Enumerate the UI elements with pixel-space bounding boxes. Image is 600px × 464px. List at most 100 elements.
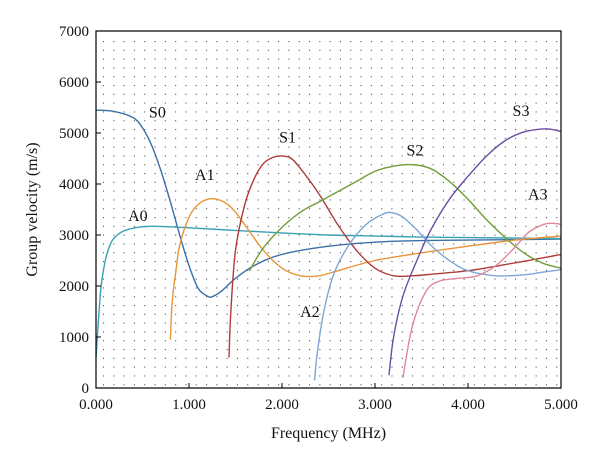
grid-dot	[206, 164, 208, 166]
grid-dot	[484, 305, 486, 307]
grid-dot	[206, 181, 208, 183]
grid-dot	[504, 146, 506, 148]
grid-dot	[144, 296, 146, 298]
grid-dot	[216, 331, 218, 333]
grid-dot	[545, 49, 547, 51]
grid-dot	[175, 49, 177, 51]
grid-dot	[226, 85, 228, 87]
grid-dot	[412, 129, 414, 131]
grid-dot	[422, 85, 424, 87]
grid-dot	[329, 366, 331, 368]
grid-dot	[422, 217, 424, 219]
grid-dot	[133, 93, 135, 95]
grid-dot	[401, 357, 403, 359]
grid-dot	[123, 384, 125, 386]
grid-dot	[412, 331, 414, 333]
grid-dot	[339, 111, 341, 113]
grid-dot	[494, 208, 496, 210]
grid-dot	[226, 58, 228, 60]
grid-dot	[123, 243, 125, 245]
grid-dot	[319, 349, 321, 351]
grid-dot	[370, 217, 372, 219]
grid-dot	[216, 129, 218, 131]
grid-dot	[432, 190, 434, 192]
grid-dot	[453, 67, 455, 69]
grid-dot	[432, 173, 434, 175]
grid-dot	[545, 67, 547, 69]
grid-dot	[463, 41, 465, 43]
grid-dot	[504, 208, 506, 210]
grid-dot	[144, 155, 146, 157]
grid-dot	[370, 111, 372, 113]
grid-dot	[422, 41, 424, 43]
grid-dot	[556, 243, 558, 245]
grid-dot	[484, 349, 486, 351]
grid-dot	[226, 76, 228, 78]
grid-dot	[267, 155, 269, 157]
grid-dot	[473, 146, 475, 148]
grid-dot	[113, 261, 115, 263]
grid-dot	[329, 155, 331, 157]
grid-dot	[339, 261, 341, 263]
grid-dot	[247, 58, 249, 60]
grid-dot	[298, 67, 300, 69]
grid-dot	[175, 164, 177, 166]
grid-dot	[195, 164, 197, 166]
grid-dot	[164, 199, 166, 201]
grid-dot	[360, 278, 362, 280]
grid-dot	[422, 305, 424, 307]
grid-dot	[473, 340, 475, 342]
grid-dot	[370, 41, 372, 43]
grid-dot	[154, 357, 156, 359]
grid-dot	[206, 278, 208, 280]
grid-dot	[525, 357, 527, 359]
grid-dot	[360, 261, 362, 263]
grid-dot	[442, 331, 444, 333]
grid-dot	[515, 225, 517, 227]
grid-dot	[195, 243, 197, 245]
grid-dot	[401, 208, 403, 210]
grid-dot	[504, 384, 506, 386]
grid-dot	[247, 234, 249, 236]
grid-dot	[556, 252, 558, 254]
grid-dot	[515, 155, 517, 157]
grid-dot	[236, 384, 238, 386]
grid-dot	[370, 58, 372, 60]
grid-dot	[288, 287, 290, 289]
grid-dot	[278, 85, 280, 87]
grid-dot	[535, 146, 537, 148]
grid-dot	[453, 137, 455, 139]
grid-dot	[453, 349, 455, 351]
grid-dot	[247, 340, 249, 342]
grid-dot	[422, 67, 424, 69]
grid-dot	[556, 261, 558, 263]
grid-dot	[278, 129, 280, 131]
grid-dot	[154, 102, 156, 104]
grid-dot	[267, 384, 269, 386]
grid-dot	[484, 225, 486, 227]
grid-dot	[525, 313, 527, 315]
grid-dot	[154, 76, 156, 78]
grid-dot	[154, 155, 156, 157]
grid-dot	[494, 102, 496, 104]
grid-dot	[515, 261, 517, 263]
series-line-a1	[169, 198, 562, 340]
grid-dot	[154, 313, 156, 315]
grid-dot	[216, 375, 218, 377]
grid-dot	[103, 137, 105, 139]
grid-dot	[453, 76, 455, 78]
grid-dot	[175, 111, 177, 113]
grid-dot	[339, 313, 341, 315]
grid-dot	[494, 278, 496, 280]
grid-dot	[535, 287, 537, 289]
grid-dot	[278, 76, 280, 78]
grid-dot	[360, 173, 362, 175]
grid-dot	[535, 243, 537, 245]
grid-dot	[185, 331, 187, 333]
grid-dot	[298, 252, 300, 254]
grid-dot	[298, 111, 300, 113]
grid-dot	[391, 111, 393, 113]
grid-dot	[133, 313, 135, 315]
grid-dot	[381, 164, 383, 166]
grid-dot	[401, 85, 403, 87]
